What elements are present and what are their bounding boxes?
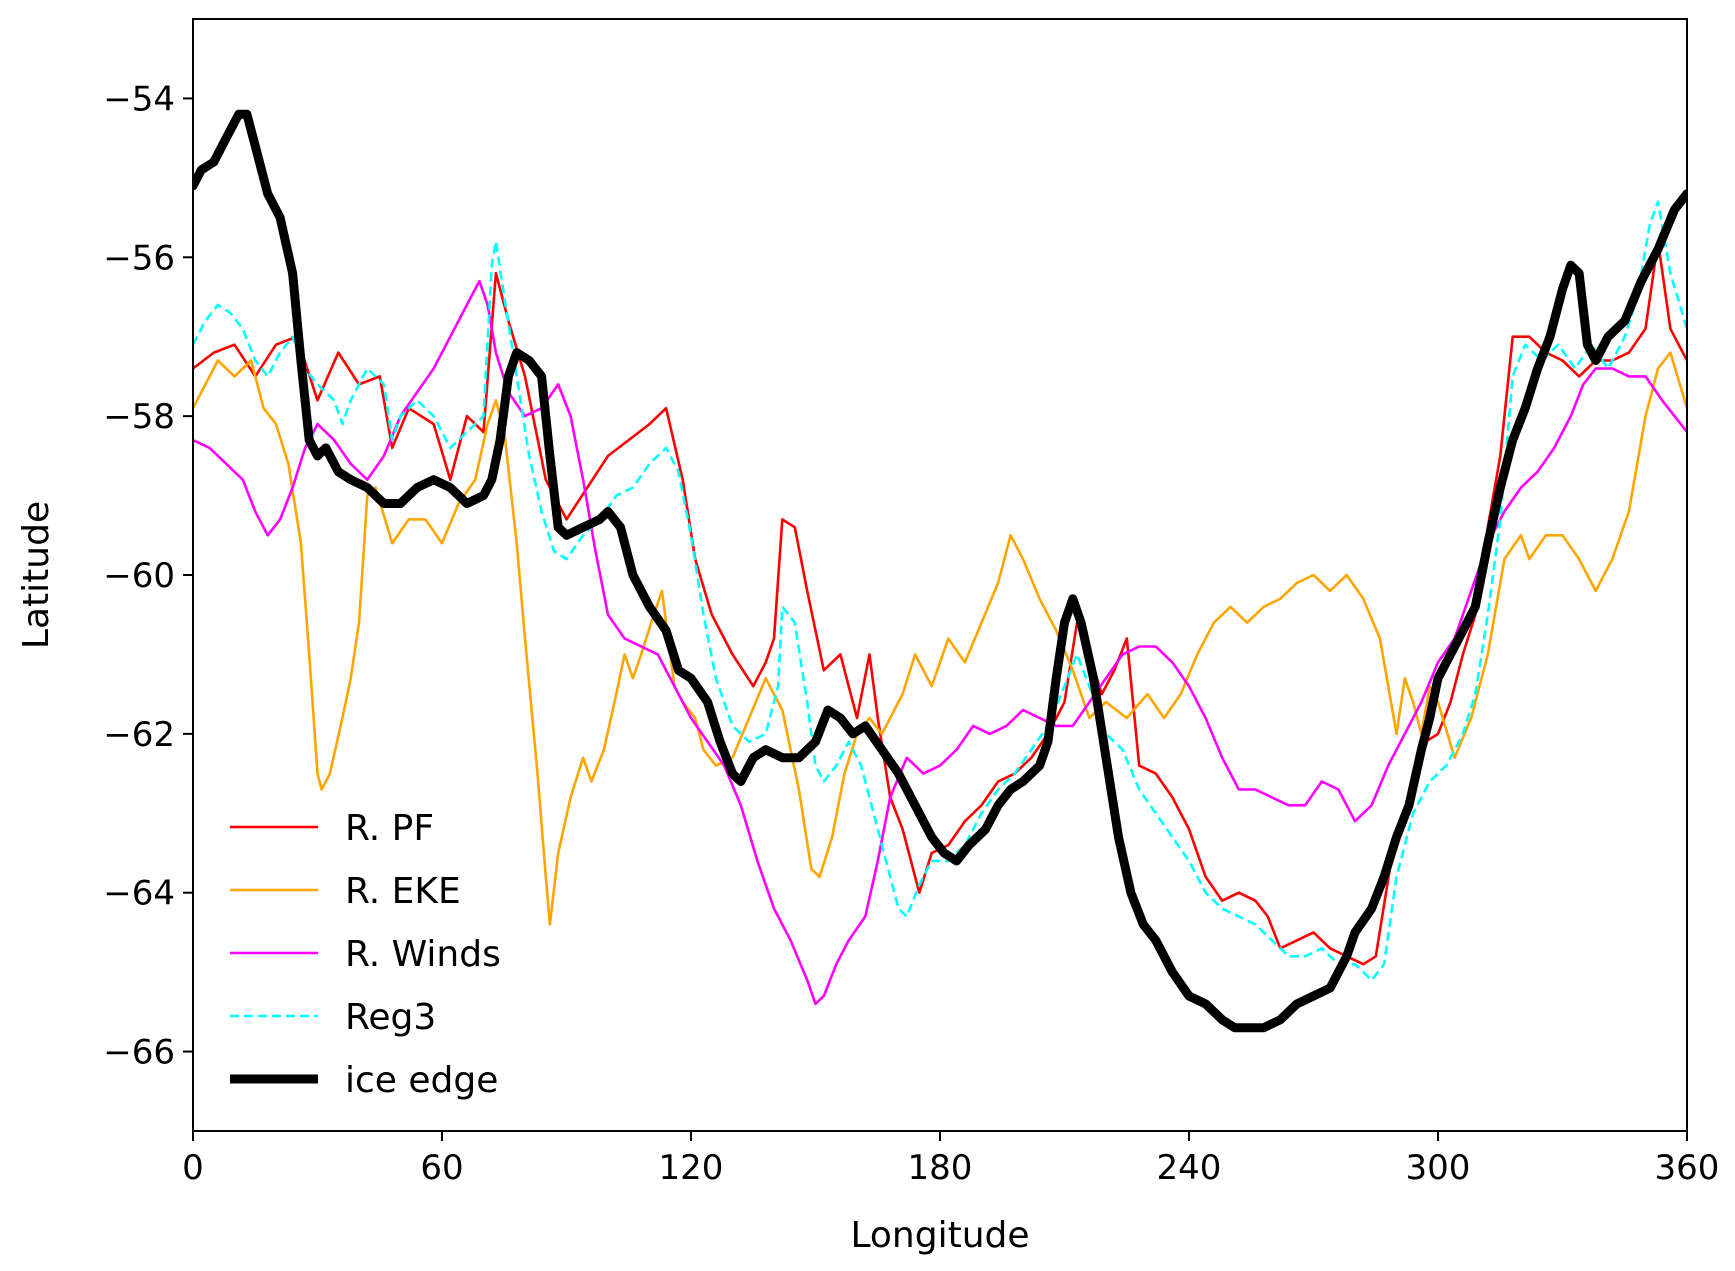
legend-label-ice-edge: ice edge	[345, 1060, 498, 1101]
x-tick-label: 360	[1655, 1148, 1720, 1188]
x-axis-ticks: 0 60 120 180 240 300 360	[182, 1131, 1719, 1188]
legend-label-r-eke: R. EKE	[345, 871, 461, 912]
series-line-r-eke	[193, 351, 1687, 926]
x-tick-label: 0	[182, 1148, 204, 1188]
x-tick-label: 60	[420, 1148, 463, 1188]
y-tick-label: −62	[103, 715, 175, 755]
plot-background	[193, 19, 1687, 1131]
legend: R. PF R. EKE R. Winds Reg3 ice edge	[230, 808, 501, 1101]
y-axis-label: Latitude	[16, 501, 57, 649]
legend-label-r-pf: R. PF	[345, 808, 434, 849]
y-tick-label: −66	[103, 1033, 175, 1073]
x-axis-label: Longitude	[850, 1215, 1029, 1256]
x-tick-label: 300	[1406, 1148, 1471, 1188]
legend-label-reg3: Reg3	[345, 997, 436, 1038]
x-tick-label: 120	[659, 1148, 724, 1188]
y-tick-label: −54	[103, 79, 175, 119]
x-tick-label: 180	[908, 1148, 973, 1188]
y-axis-ticks: −54 −56 −58 −60 −62 −64 −66	[103, 79, 193, 1073]
x-tick-label: 240	[1157, 1148, 1222, 1188]
legend-label-r-winds: R. Winds	[345, 934, 501, 975]
series-line-reg3	[193, 200, 1687, 982]
y-tick-label: −58	[103, 397, 175, 437]
y-tick-label: −64	[103, 874, 175, 914]
series-layer	[193, 109, 1687, 1033]
y-tick-label: −60	[103, 556, 175, 596]
y-tick-label: −56	[103, 238, 175, 278]
series-line-ice-edge	[193, 109, 1687, 1033]
